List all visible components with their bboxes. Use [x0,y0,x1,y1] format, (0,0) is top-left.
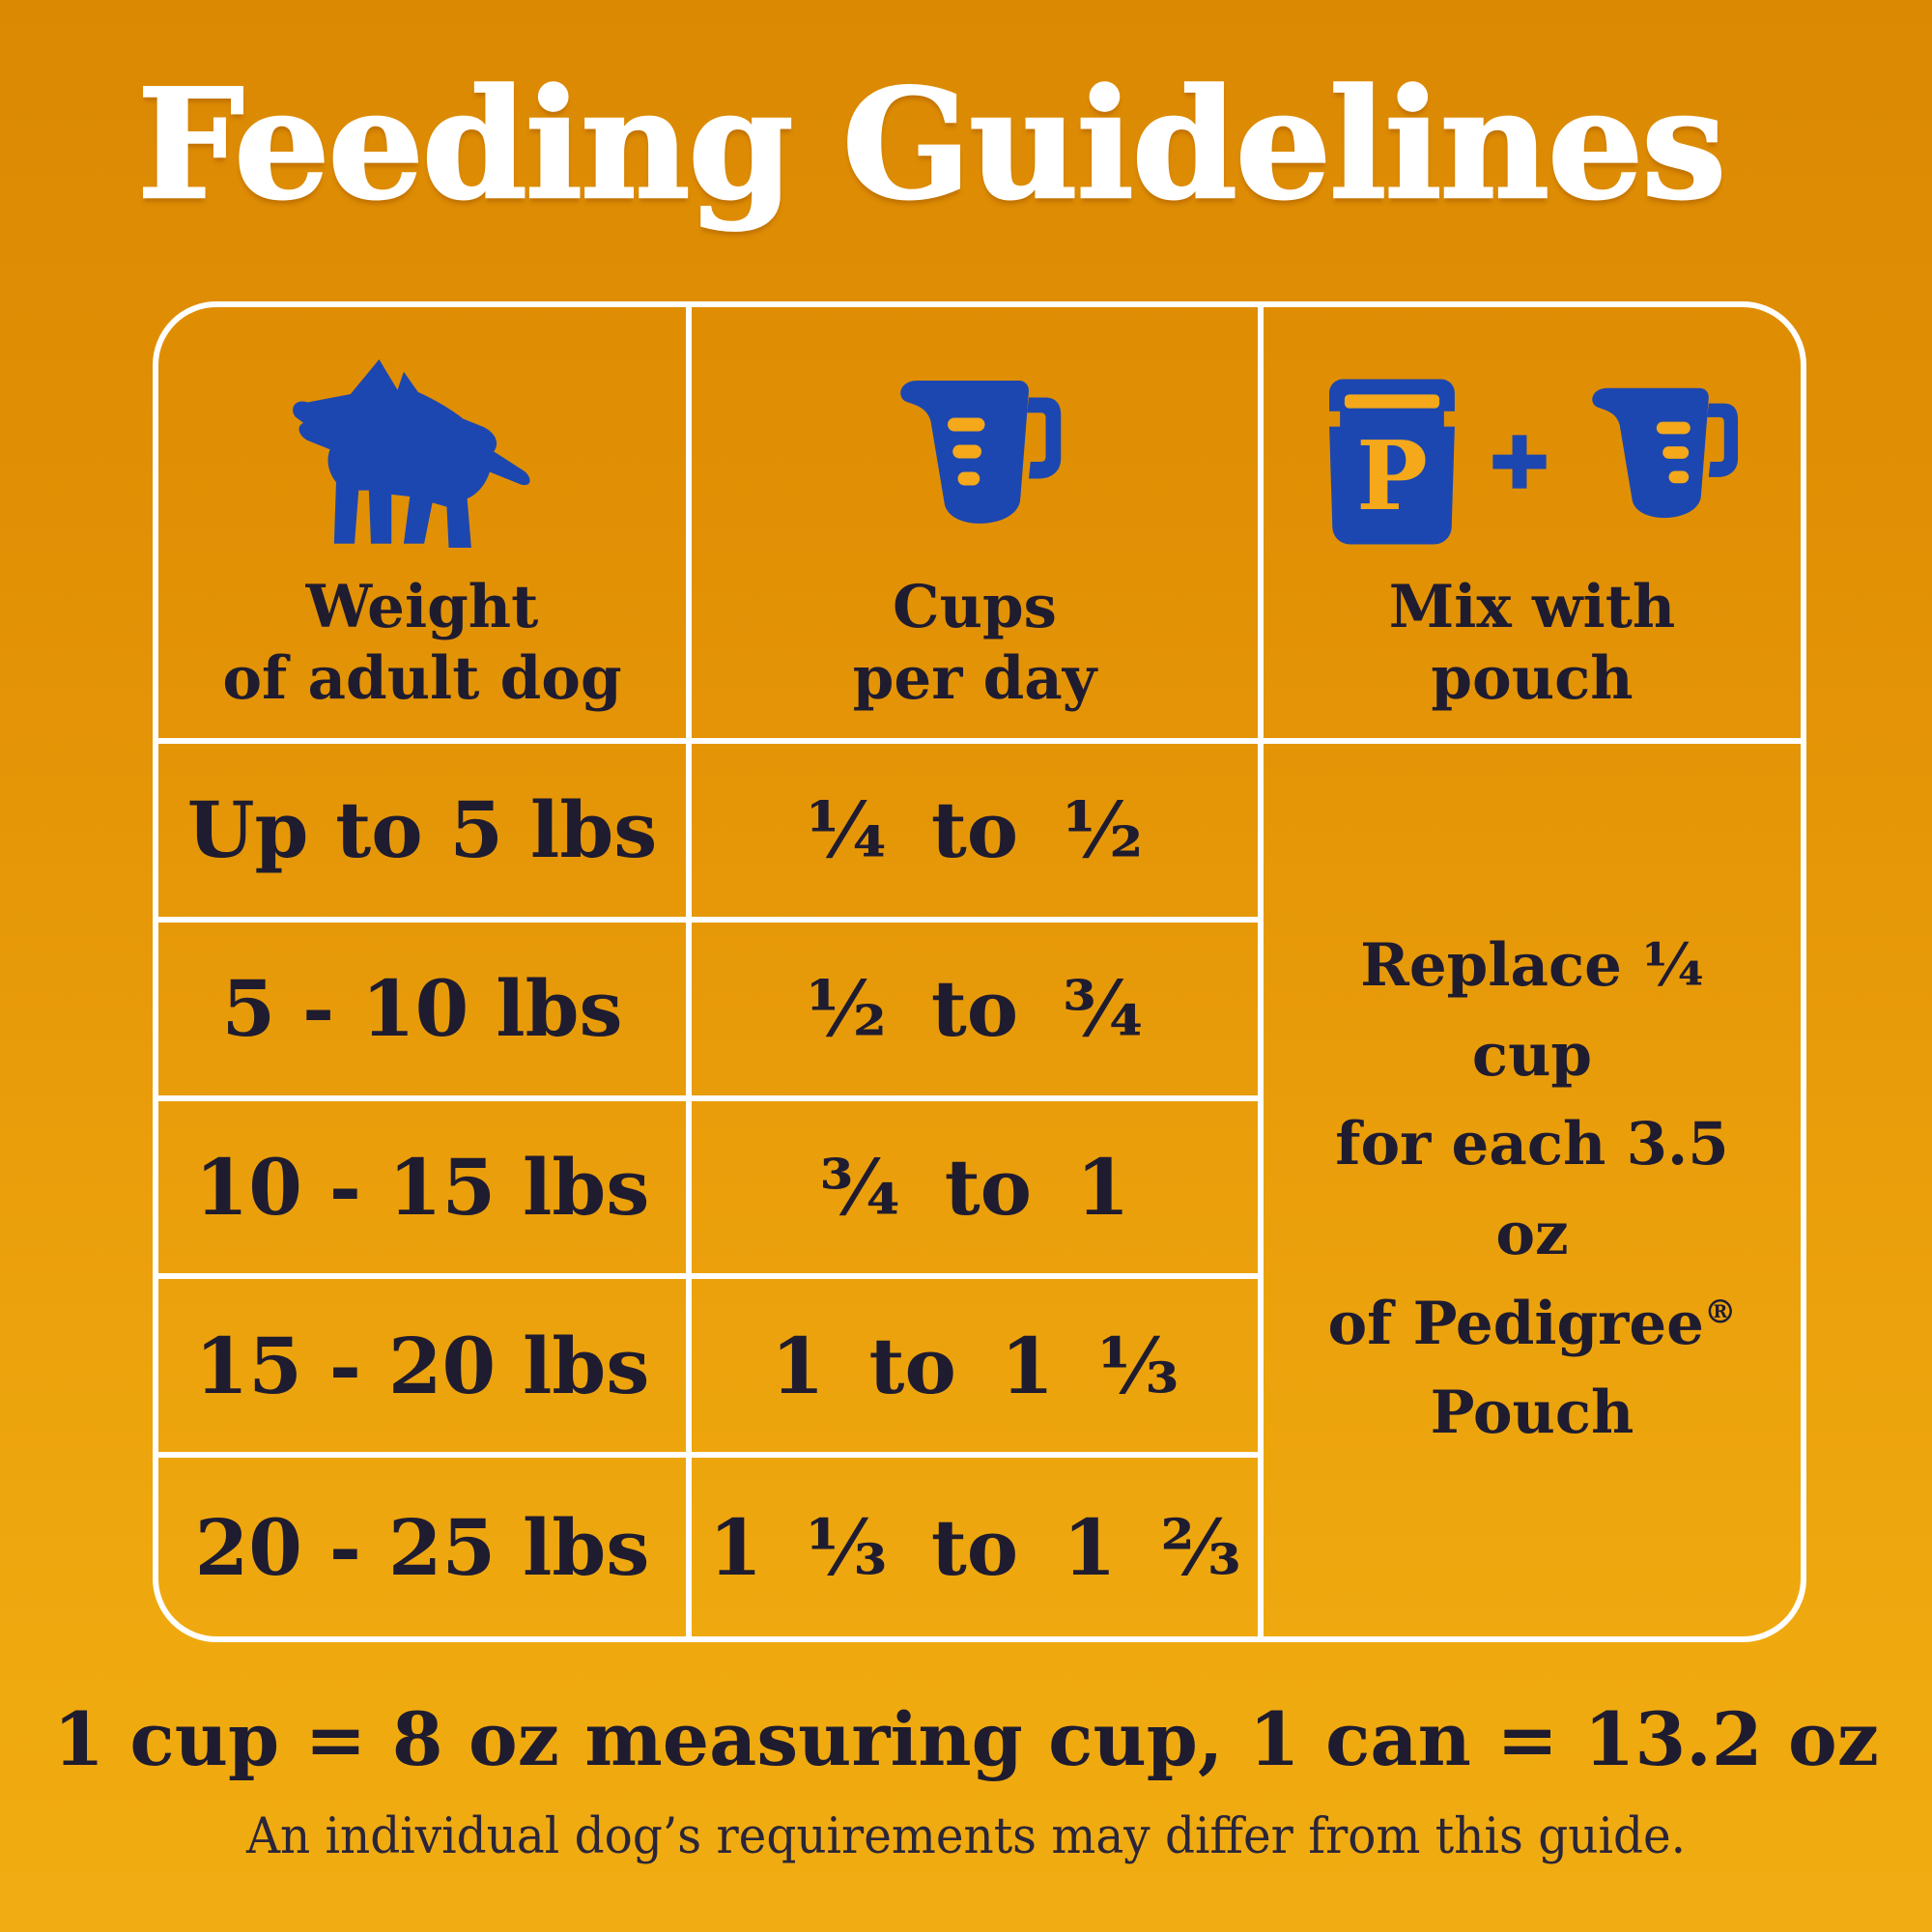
column-header-mix-label: Mix with pouch [1388,573,1676,714]
column-header-cups-label: Cups per day [852,573,1097,714]
table-row-cups: 1 to 1 ⅓ [692,1279,1264,1459]
pouch-letter: P [1356,421,1428,532]
table-row-weight: 15 - 20 lbs [158,1279,692,1459]
weight-value: 15 - 20 lbs [194,1320,650,1411]
weight-value: Up to 5 lbs [186,784,658,876]
dog-icon [274,352,570,572]
page-title: Feeding Guidelines [136,55,1728,235]
plus-icon [1487,429,1552,495]
registered-trademark: ® [1703,1292,1737,1331]
weight-value: 5 - 10 lbs [221,963,623,1055]
weight-value: 20 - 25 lbs [194,1501,650,1593]
table-row-weight: Up to 5 lbs [158,744,692,923]
table-row-weight: 10 - 15 lbs [158,1100,692,1280]
column-header-cups: Cups per day [692,307,1264,744]
cup-equivalence-note: 1 cup = 8 oz measuring cup, 1 can = 13.2… [53,1696,1879,1782]
measuring-cup-icon [880,352,1069,572]
disclaimer-note: An individual dog’s requirements may dif… [245,1808,1687,1865]
mix-note-cell: Replace ¼ cup for each 3.5 oz of Pedigre… [1327,930,1737,1448]
column-header-weight-label: Weight of adult dog [222,573,622,714]
table-row-cups: ¼ to ½ [692,744,1264,923]
cups-value: ½ to ¾ [806,963,1144,1055]
table-row-cups: ½ to ¾ [692,922,1264,1101]
measuring-cup-icon [1574,381,1746,543]
pouch-icon: P [1319,374,1465,550]
table-row-weight: 5 - 10 lbs [158,922,692,1101]
column-header-weight: Weight of adult dog [158,307,692,744]
cups-value: 1 ⅓ to 1 ⅔ [708,1501,1241,1593]
weight-value: 10 - 15 lbs [194,1141,650,1233]
pouch-plus-measuring-cup-icons: P [1319,352,1746,572]
table-row-cups: ¾ to 1 [692,1100,1264,1280]
feeding-table: Weight of adult dog Cups per day [153,301,1806,1642]
cups-value: ¾ to 1 [819,1141,1130,1233]
table-row-cups: 1 ⅓ to 1 ⅔ [692,1458,1264,1636]
cups-value: ¼ to ½ [806,784,1144,876]
table-row-weight: 20 - 25 lbs [158,1458,692,1636]
column-header-mix: P [1264,307,1801,744]
cups-value: 1 to 1 ⅓ [770,1320,1179,1411]
